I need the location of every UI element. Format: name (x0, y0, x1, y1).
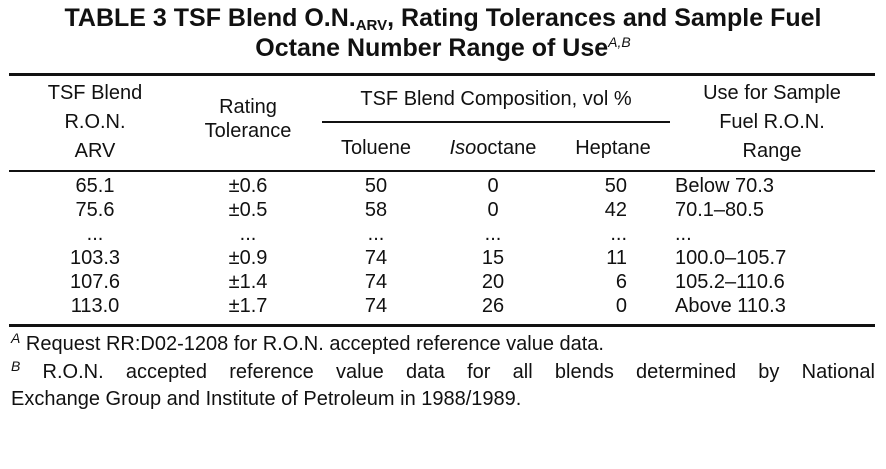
cell-heptane: 6 (615, 271, 627, 293)
cell-heptane: ... (610, 223, 627, 245)
cell-use-range: 105.2–110.6 (675, 271, 785, 293)
cell-ron: 107.6 (69, 271, 121, 293)
title-footnote-marks: A,B (608, 34, 631, 50)
header-use-range-3: Range (742, 140, 802, 162)
cell-heptane: 11 (606, 247, 627, 269)
title-prefix: TABLE 3 TSF Blend O.N. (64, 4, 356, 32)
cell-isooctane: ... (484, 223, 502, 245)
footnote-a-mark: A (11, 330, 21, 346)
footnote-b-mark: B (11, 358, 21, 374)
cell-use-range: ... (675, 223, 692, 245)
cell-use-range: Above 110.3 (675, 295, 786, 317)
cell-isooctane: 20 (481, 271, 505, 293)
header-rating-1: Rating (219, 96, 277, 118)
header-use-range-2: Fuel R.O.N. (719, 111, 825, 133)
group-underline (322, 121, 670, 123)
cell-toluene: 50 (364, 175, 388, 197)
top-rule (9, 73, 875, 76)
header-use-range-1: Use for Sample (703, 82, 841, 104)
cell-toluene: ... (367, 223, 385, 245)
cell-toluene: 74 (364, 271, 388, 293)
cell-use-range: 70.1–80.5 (675, 199, 764, 221)
footnote-b-line-2: Exchange Group and Institute of Petroleu… (11, 388, 522, 410)
header-rating-2: Tolerance (204, 120, 292, 142)
title-subscript: ARV (355, 17, 388, 34)
header-tsf-blend-1: TSF Blend (47, 82, 143, 104)
cell-toluene: 74 (364, 247, 388, 269)
table-title-line-1: TABLE 3 TSF Blend O.N.ARV, Rating Tolera… (0, 3, 886, 33)
cell-ron: 113.0 (70, 295, 120, 317)
cell-ron: ... (86, 223, 104, 245)
header-toluene: Toluene (340, 137, 412, 159)
cell-isooctane: 15 (481, 247, 505, 269)
footnote-a-text: Request RR:D02-1208 for R.O.N. accepted … (20, 333, 604, 355)
cell-toluene: 58 (364, 199, 388, 221)
cell-ron: 103.3 (69, 247, 121, 269)
cell-tolerance: ±1.4 (228, 271, 268, 293)
table-title-line-2: Octane Number Range of UseA,B (0, 33, 886, 63)
cell-tolerance: ... (239, 223, 257, 245)
header-heptane: Heptane (575, 137, 651, 159)
cell-tolerance: ±0.5 (228, 199, 268, 221)
header-composition-group: TSF Blend Composition, vol % (360, 88, 632, 110)
bottom-rule (9, 324, 875, 327)
cell-heptane: 0 (615, 295, 627, 317)
cell-tolerance: ±0.6 (228, 175, 268, 197)
header-tsf-blend-3: ARV (74, 140, 116, 162)
cell-use-range: 100.0–105.7 (675, 247, 787, 269)
footnote-b-text-1: R.O.N. accepted reference value data for… (20, 361, 875, 383)
header-isooctane-rest: octane (476, 137, 537, 159)
cell-tolerance: ±1.7 (228, 295, 268, 317)
cell-heptane: 42 (604, 199, 627, 221)
cell-ron: 75.6 (75, 199, 115, 221)
header-isooctane: Isooctane (430, 136, 556, 160)
footnote-b-line-1: B R.O.N. accepted reference value data f… (11, 358, 875, 384)
cell-ron: 65.1 (75, 175, 115, 197)
cell-tolerance: ±0.9 (228, 247, 268, 269)
header-isooctane-italic: Iso (449, 137, 477, 159)
cell-isooctane: 0 (487, 175, 499, 197)
cell-use-range: Below 70.3 (675, 175, 774, 197)
cell-isooctane: 26 (481, 295, 505, 317)
footnote-a: A Request RR:D02-1208 for R.O.N. accepte… (11, 330, 604, 356)
cell-heptane: 50 (604, 175, 627, 197)
header-bottom-rule (9, 170, 875, 172)
cell-toluene: 74 (364, 295, 388, 317)
title-suffix: , Rating Tolerances and Sample Fuel (387, 4, 822, 32)
title-line2-text: Octane Number Range of Use (255, 34, 609, 62)
cell-isooctane: 0 (487, 199, 499, 221)
header-tsf-blend-2: R.O.N. (64, 111, 126, 133)
